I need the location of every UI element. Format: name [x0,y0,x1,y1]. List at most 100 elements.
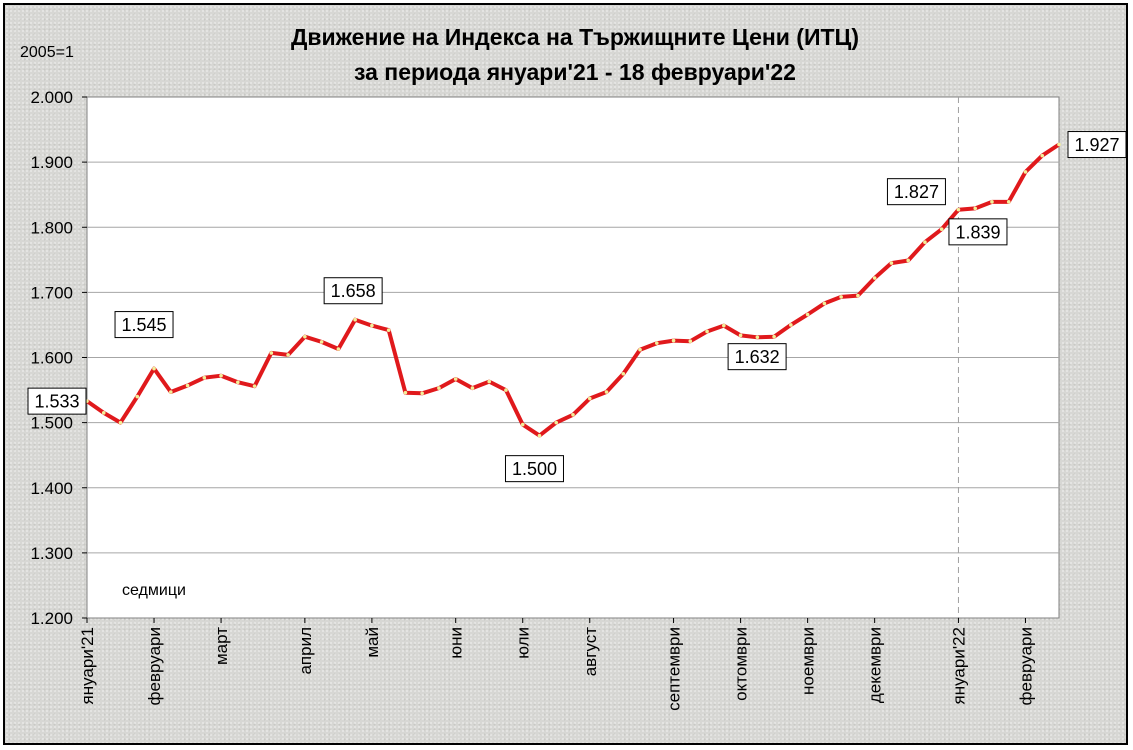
value-annotation: 1.500 [504,455,564,483]
data-point [437,386,441,390]
annotation-label: 1.632 [735,347,780,367]
y-tick-label: 1.200 [30,609,73,628]
x-month-label: юни [447,627,466,659]
data-point [872,276,877,280]
x-month-label: август [581,627,600,676]
data-point [1006,200,1011,204]
y-tick-label: 2.000 [30,88,73,107]
annotation-label: 1.927 [1074,135,1119,155]
value-annotations: 1.533 1.545 1.658 1.500 1.632 1.827 1.839 1.927 [27,131,1127,483]
x-axis-month-labels: януари'21 февруари март април май юни юли авгус… [78,618,1035,711]
data-point [504,388,508,392]
data-point [956,207,961,212]
data-point [571,413,575,417]
x-month-label: май [363,627,382,658]
y-tick-label: 1.900 [30,153,73,172]
x-month-label: октомври [732,627,751,701]
data-point [705,329,709,334]
data-point [789,323,793,327]
grid-lines [87,161,1059,554]
data-point [923,240,927,245]
data-point [654,341,659,345]
x-month-label: март [212,627,231,665]
annotation-box [1067,131,1127,159]
data-point [252,384,257,388]
data-point [386,328,391,332]
data-point [537,433,542,438]
value-annotation: 1.927 [1067,131,1127,159]
data-point [587,396,592,401]
data-point [604,390,609,394]
data-point [638,347,642,352]
y-tick-label: 1.600 [30,349,73,368]
x-month-label: юли [514,627,533,659]
data-point [487,379,492,384]
data-point [219,373,223,378]
x-month-label: декември [866,627,885,703]
annotation-box [886,178,946,206]
data-point [906,258,910,263]
data-point [470,386,475,390]
data-point [202,375,207,380]
data-point [1057,142,1061,147]
data-point [269,351,274,355]
annotation-label: 1.827 [894,182,939,202]
data-point [353,317,357,322]
data-point [152,366,156,371]
value-annotation: 1.632 [727,343,787,371]
data-point [822,301,827,306]
value-annotation: 1.658 [323,277,383,305]
base-label: 2005=1 [20,44,74,61]
data-point [805,312,810,317]
data-point [772,334,776,339]
data-point [303,334,307,339]
y-tick-label: 1.400 [30,479,73,498]
data-point [336,347,341,351]
data-point [621,371,626,376]
data-point [1023,170,1028,174]
data-point [101,411,106,415]
data-point [856,293,860,298]
data-point [939,227,944,232]
data-point [973,206,978,211]
data-point [319,340,324,344]
x-month-label: ноември [799,627,818,695]
data-point [755,335,760,340]
y-tick-label: 1.700 [30,283,73,302]
annotation-label: 1.839 [955,222,1000,242]
data-point [889,261,894,265]
annotation-box [323,277,383,305]
data-point [420,391,424,396]
y-axis-ticks: 1.200 1.300 1.400 1.500 1.600 1.700 1.800 1.900… [30,88,87,628]
data-point [738,333,743,338]
data-point [554,420,559,425]
x-month-label: януари'22 [949,627,968,704]
annotation-label: 1.533 [34,392,79,412]
annotation-label: 1.500 [512,459,557,479]
data-point [453,377,458,381]
chart-title: Движение на Индекса на Тържищните Цени (… [291,24,859,50]
data-point [1040,153,1045,158]
y-tick-label: 1.800 [30,218,73,237]
annotation-label: 1.658 [331,281,376,301]
data-point [370,323,374,328]
data-point [168,390,173,394]
chart-subtitle: за периода януари'21 - 18 февруари'22 [354,59,796,85]
data-point [118,420,123,425]
x-month-label: януари'21 [78,627,97,704]
value-annotation: 1.827 [886,178,946,206]
x-month-label: февруари [1016,627,1035,705]
data-point [520,422,525,427]
data-point [286,353,290,357]
x-month-label: април [296,627,315,675]
x-axis-label: седмици [122,582,186,599]
x-month-label: февруари [145,627,164,705]
data-point [135,394,140,399]
value-annotation: 1.545 [114,311,174,339]
data-point [185,383,190,388]
y-tick-label: 1.300 [30,544,73,563]
value-annotation: 1.839 [948,218,1008,246]
annotation-label: 1.545 [122,315,167,335]
data-point [722,323,726,328]
